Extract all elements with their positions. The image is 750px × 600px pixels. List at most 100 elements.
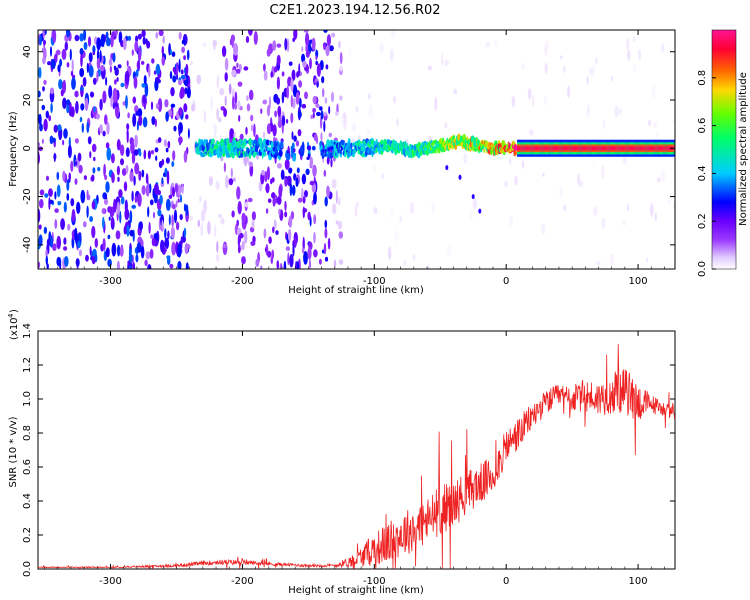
- snr-xlabel: Height of straight line (km): [288, 585, 424, 596]
- spectrogram-speckle: [292, 98, 296, 109]
- spectrogram-speckle: [339, 52, 343, 65]
- spectrogram-speckle: [53, 124, 58, 133]
- spectrogram-band: [341, 140, 345, 146]
- spectrogram-speckle: [239, 232, 244, 239]
- spectrogram-speckle: [326, 185, 330, 198]
- spectrogram-speckle: [133, 175, 136, 186]
- spectrogram-speckle: [38, 224, 42, 230]
- spectrogram-speckle: [161, 56, 166, 66]
- spectrogram-speckle: [161, 177, 164, 185]
- spectrogram-speckle: [260, 265, 263, 269]
- spectrogram-speckle: [162, 35, 165, 44]
- spectrogram-speckle: [136, 120, 139, 131]
- x-tick-label: -300: [99, 276, 122, 287]
- spectrogram-speckle: [78, 164, 83, 174]
- spectrogram-speckle: [298, 111, 302, 118]
- spectrogram-speckle: [231, 96, 235, 110]
- colorbar-tick-label: 0.0: [697, 261, 708, 277]
- spectrogram-speckle: [354, 204, 358, 218]
- spectrogram-speckle: [55, 49, 61, 56]
- spectrogram-speckle: [56, 184, 61, 198]
- spectrogram-speckle: [266, 166, 270, 181]
- spectrogram-speckle: [75, 100, 79, 114]
- spectrogram-speckle: [63, 128, 68, 139]
- spectrogram-speckle: [93, 106, 96, 113]
- spectrogram-band: [569, 146, 572, 151]
- spectrogram-speckle: [348, 48, 352, 59]
- spectrogram-speckle: [84, 97, 89, 112]
- spectrogram-speckle: [288, 215, 293, 228]
- spectrogram-speckle: [50, 58, 56, 70]
- spectrogram-speckle: [165, 147, 169, 153]
- spectrogram-speckle: [233, 131, 236, 138]
- spectrogram-band: [561, 146, 563, 151]
- spectrogram-speckle: [150, 234, 154, 239]
- spectrogram-speckle: [89, 91, 95, 98]
- spectrogram-speckle: [638, 49, 642, 60]
- spectrogram-speckle: [61, 48, 67, 61]
- spectrogram-speckle: [396, 118, 399, 126]
- spectrogram-band: [541, 146, 543, 151]
- spectrogram-band: [218, 152, 223, 157]
- spectrogram-speckle: [105, 31, 109, 40]
- spectrogram-speckle: [99, 50, 102, 63]
- colorbar-label: Normalized spectral amplitude: [738, 72, 749, 226]
- spectrogram-speckle: [297, 197, 303, 203]
- spectrogram-speckle: [129, 229, 134, 237]
- spectrogram-speckle: [87, 136, 92, 145]
- spectrogram-speckle: [134, 162, 140, 175]
- spectrogram-band: [568, 146, 571, 151]
- spectrogram-speckle: [83, 221, 87, 228]
- spectrogram-band: [571, 146, 574, 151]
- spectrogram-speckle: [151, 116, 156, 126]
- spectrogram-speckle: [49, 235, 53, 248]
- spectrogram-band: [380, 139, 384, 146]
- spectrogram-band: [652, 146, 654, 151]
- spectrogram-speckle: [656, 130, 659, 141]
- spectrogram-speckle: [268, 236, 272, 244]
- spectrogram-speckle: [248, 30, 253, 36]
- spectrogram-speckle: [648, 119, 652, 127]
- spectrogram-band: [615, 146, 617, 151]
- spectrogram-speckle: [586, 75, 589, 85]
- spectrogram-speckle: [656, 177, 661, 183]
- spectrogram-speckle: [175, 221, 180, 231]
- spectrogram-band: [666, 146, 669, 151]
- spectrogram-band: [337, 146, 341, 154]
- spectrogram-speckle: [161, 219, 164, 232]
- spectrogram-band: [632, 146, 634, 151]
- spectrogram-speckle: [79, 67, 85, 78]
- spectrogram-speckle: [106, 121, 110, 135]
- spectrogram-speckle: [117, 244, 121, 257]
- spectrogram-speckle: [48, 115, 52, 122]
- spectrogram-speckle: [178, 31, 182, 40]
- spectrogram-speckle: [511, 95, 516, 108]
- y-tick-label: 0.2: [22, 527, 33, 543]
- spectrogram-speckle: [248, 161, 253, 167]
- spectrogram-speckle: [68, 109, 74, 117]
- spectrogram-speckle: [253, 31, 258, 45]
- spectrogram-speckle: [660, 169, 666, 183]
- spectrogram-speckle: [107, 206, 112, 213]
- spectrogram-speckle: [181, 46, 186, 53]
- spectrogram-speckle: [265, 208, 269, 214]
- spectrogram-speckle: [250, 241, 256, 246]
- spectrogram-speckle: [80, 103, 85, 111]
- spectrogram-streak: [471, 194, 475, 200]
- spectrogram-speckle: [394, 229, 399, 243]
- spectrogram-speckle: [86, 62, 89, 73]
- spectrogram-speckle: [38, 113, 42, 126]
- spectrogram-speckle: [66, 104, 70, 114]
- spectrogram-speckle: [237, 100, 241, 110]
- spectrogram-band: [551, 146, 554, 151]
- spectrogram-speckle: [246, 103, 251, 112]
- spectrogram-band: [564, 146, 567, 151]
- spectrogram-speckle: [236, 62, 239, 68]
- spectrogram-band: [613, 146, 615, 151]
- spectrogram-speckle: [134, 105, 139, 113]
- spectrogram-band: [518, 146, 520, 151]
- spectrogram-speckle: [184, 87, 188, 95]
- spectrogram-speckle: [108, 216, 111, 221]
- spectrogram-speckle: [134, 40, 139, 53]
- spectrogram-speckle: [116, 165, 120, 176]
